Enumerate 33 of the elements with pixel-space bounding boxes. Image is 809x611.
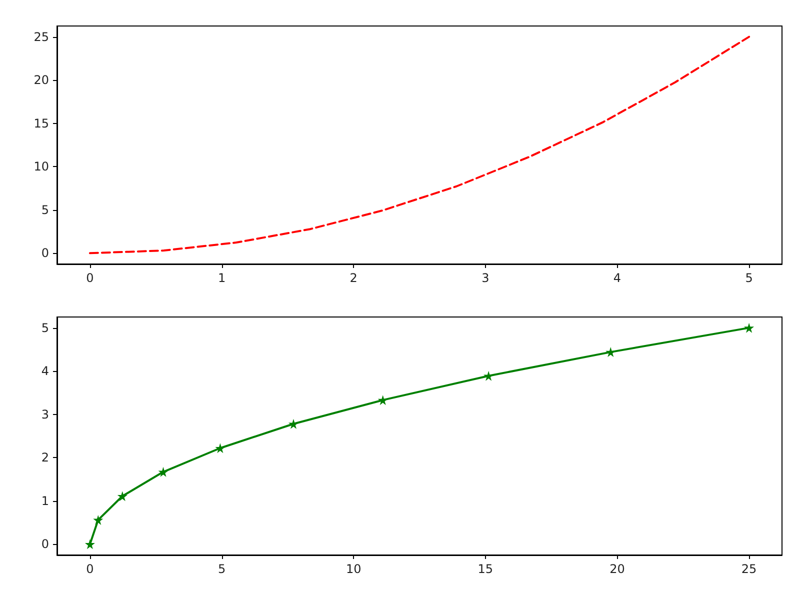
y-tick-label: 20: [34, 73, 49, 88]
point: [93, 514, 104, 525]
y-tick-label: 2: [41, 450, 49, 465]
y-tick-label: 10: [34, 160, 49, 174]
y-tick-label: 5: [41, 202, 49, 217]
point: [158, 466, 168, 477]
x-tick-label: 15: [478, 562, 494, 576]
line-series: [88, 36, 750, 254]
y-tick-label: 1: [41, 494, 49, 508]
x-tick-label: 3: [482, 271, 490, 285]
x-tick-label: 0: [86, 271, 94, 285]
point: [117, 491, 128, 502]
point: [215, 443, 226, 454]
point: [744, 322, 754, 333]
x-tick-label: 25: [741, 562, 757, 576]
x-tick-label: 10: [346, 562, 362, 576]
y-tick-label: 5: [41, 320, 49, 335]
x-tick-label: 5: [218, 562, 226, 576]
y-tick-label: 15: [34, 116, 49, 130]
y-tick-label: 25: [34, 30, 49, 44]
x-tick-label: 5: [745, 271, 753, 285]
y-tick-label: 0: [41, 537, 49, 552]
y-tick-label: 4: [41, 364, 49, 378]
x-tick-label: 1: [218, 271, 226, 285]
point: [288, 418, 298, 429]
x-tick-label: 20: [610, 562, 625, 576]
point: [84, 539, 95, 550]
x-tick-label: 2: [350, 271, 358, 285]
y-tick-label: 3: [41, 407, 49, 422]
y-tick-label: 0: [41, 246, 49, 260]
x-tick-label: 4: [613, 271, 622, 285]
point: [378, 395, 388, 406]
x-tick-label: 0: [86, 562, 94, 576]
